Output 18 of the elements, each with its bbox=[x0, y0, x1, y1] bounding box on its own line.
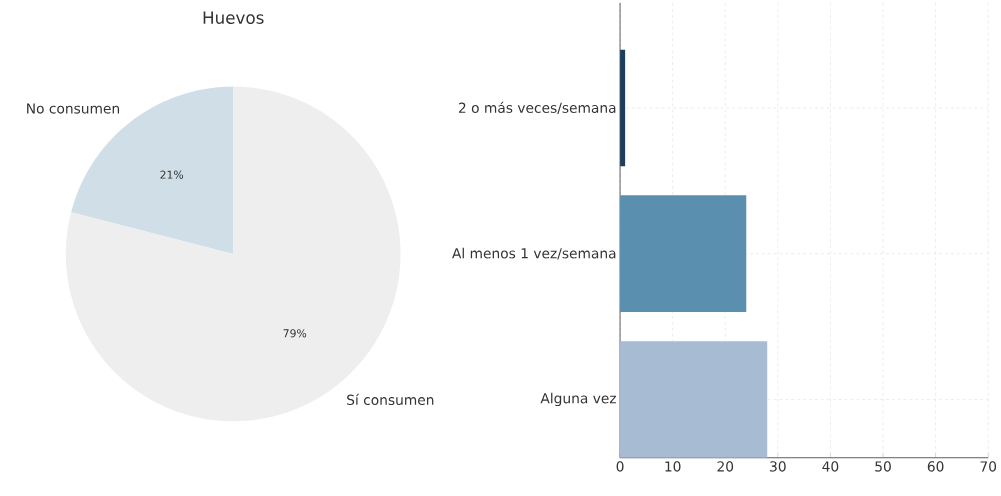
x-tick-label: 60 bbox=[927, 461, 944, 472]
bar bbox=[620, 195, 747, 312]
x-tick-label: 30 bbox=[770, 461, 786, 472]
bar bbox=[620, 341, 768, 458]
y-tick-label: 2 o más veces/semana bbox=[458, 101, 616, 114]
data-label: 21% bbox=[160, 170, 184, 179]
x-tick-label: 50 bbox=[875, 461, 891, 472]
x-tick-label: 20 bbox=[717, 461, 734, 472]
x-tick-label: 40 bbox=[822, 461, 839, 472]
x-tick-label: 70 bbox=[980, 461, 997, 472]
y-tick-label: Al menos 1 vez/semana bbox=[452, 247, 616, 260]
x-tick-label: 10 bbox=[665, 461, 681, 472]
slice-label: Sí consumen bbox=[347, 393, 434, 405]
y-tick-label: Alguna vez bbox=[540, 392, 616, 407]
slice-label: No consumen bbox=[27, 103, 120, 114]
data-label: 79% bbox=[283, 329, 307, 338]
chart-title: Huevos bbox=[203, 11, 264, 24]
x-tick-label: 0 bbox=[616, 461, 624, 472]
